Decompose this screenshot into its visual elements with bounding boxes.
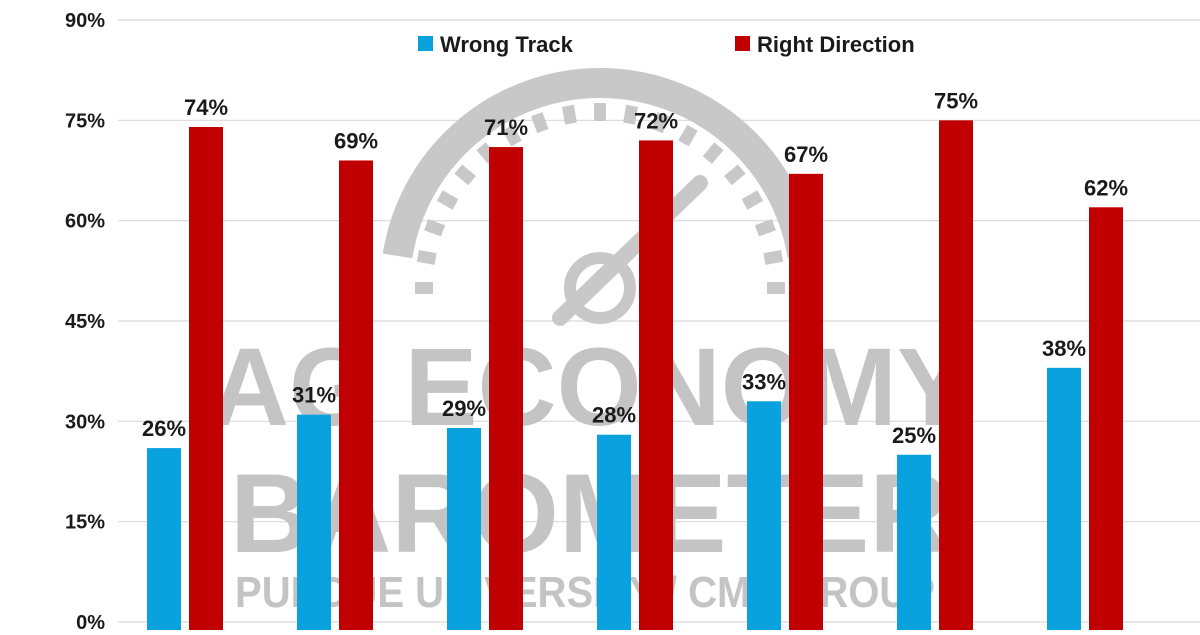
- right-direction-bar: [939, 120, 973, 632]
- gauge-tick: [702, 142, 724, 164]
- legend-swatch-right-direction: [735, 36, 750, 51]
- gauge-tick: [678, 124, 698, 147]
- legend-label-right-direction: Right Direction: [757, 32, 915, 57]
- y-tick-label: 15%: [65, 512, 105, 534]
- wrong-track-label: 31%: [292, 383, 336, 408]
- wrong-track-label: 38%: [1042, 336, 1086, 361]
- gauge-watermark-icon: [382, 68, 818, 326]
- gauge-arc: [382, 68, 818, 259]
- wrong-track-bar: [1047, 367, 1081, 632]
- y-tick-label: 0%: [76, 612, 105, 630]
- wrong-track-bar: [447, 428, 481, 632]
- right-direction-bar: [489, 147, 523, 633]
- gauge-tick: [623, 104, 639, 125]
- wrong-track-bar: [147, 448, 181, 632]
- data-labels: 26% 74% 31% 69% 29% 71% 28% 72% 33% 67% 25% 75% 38% 6…: [142, 88, 1128, 447]
- legend-swatch-wrong-track: [418, 36, 433, 51]
- gauge-tick: [724, 164, 746, 186]
- wrong-track-label: 25%: [892, 423, 936, 448]
- right-direction-label: 71%: [484, 115, 528, 140]
- y-tick-label: 30%: [65, 411, 105, 433]
- legend-label-wrong-track: Wrong Track: [440, 32, 574, 57]
- right-direction-label: 69%: [334, 128, 378, 153]
- gauge-tick: [502, 124, 522, 147]
- gauge-tick: [424, 219, 446, 237]
- wrong-track-bar: [897, 454, 931, 632]
- right-direction-bar: [189, 127, 223, 633]
- y-axis-ticks: 0% 15% 30% 45% 60% 75% 90%: [65, 10, 105, 634]
- legend: Wrong Track Right Direction: [418, 32, 915, 57]
- watermark-line-2: BAROMETER: [230, 451, 950, 576]
- wrong-track-label: 29%: [442, 396, 486, 421]
- y-tick-label: 45%: [65, 311, 105, 333]
- gauge-hub: [564, 252, 636, 324]
- wrong-track-bar: [747, 401, 781, 632]
- wrong-track-label: 33%: [742, 369, 786, 394]
- gauge-tick: [754, 219, 776, 237]
- gauge-needle: [552, 175, 708, 326]
- y-tick-label: 90%: [65, 10, 105, 32]
- wrong-track-bar: [297, 414, 331, 632]
- gauge-tick: [416, 249, 437, 265]
- gauge-tick: [531, 112, 549, 134]
- right-direction-label: 72%: [634, 108, 678, 133]
- bars: [147, 120, 1123, 633]
- y-tick-label: 75%: [65, 110, 105, 132]
- gauge-tick: [561, 104, 577, 125]
- gauge-tick: [651, 112, 669, 134]
- gauge-tick: [763, 249, 784, 265]
- y-tick-label: 60%: [65, 211, 105, 233]
- wrong-track-label: 28%: [592, 403, 636, 428]
- gauge-tick: [741, 190, 764, 210]
- right-direction-bar: [1089, 207, 1123, 633]
- gauge-tick: [436, 190, 459, 210]
- right-direction-label: 74%: [184, 95, 228, 120]
- right-direction-bar: [789, 173, 823, 632]
- wrong-track-bar: [597, 434, 631, 632]
- right-direction-bar: [339, 160, 373, 632]
- right-direction-label: 75%: [934, 88, 978, 113]
- right-direction-bar: [639, 140, 673, 632]
- wrong-track-label: 26%: [142, 416, 186, 441]
- gauge-tick: [454, 164, 476, 186]
- right-direction-label: 67%: [784, 142, 828, 167]
- right-direction-label: 62%: [1084, 175, 1128, 200]
- watermark-line-1: AG ECONOMY: [210, 326, 970, 449]
